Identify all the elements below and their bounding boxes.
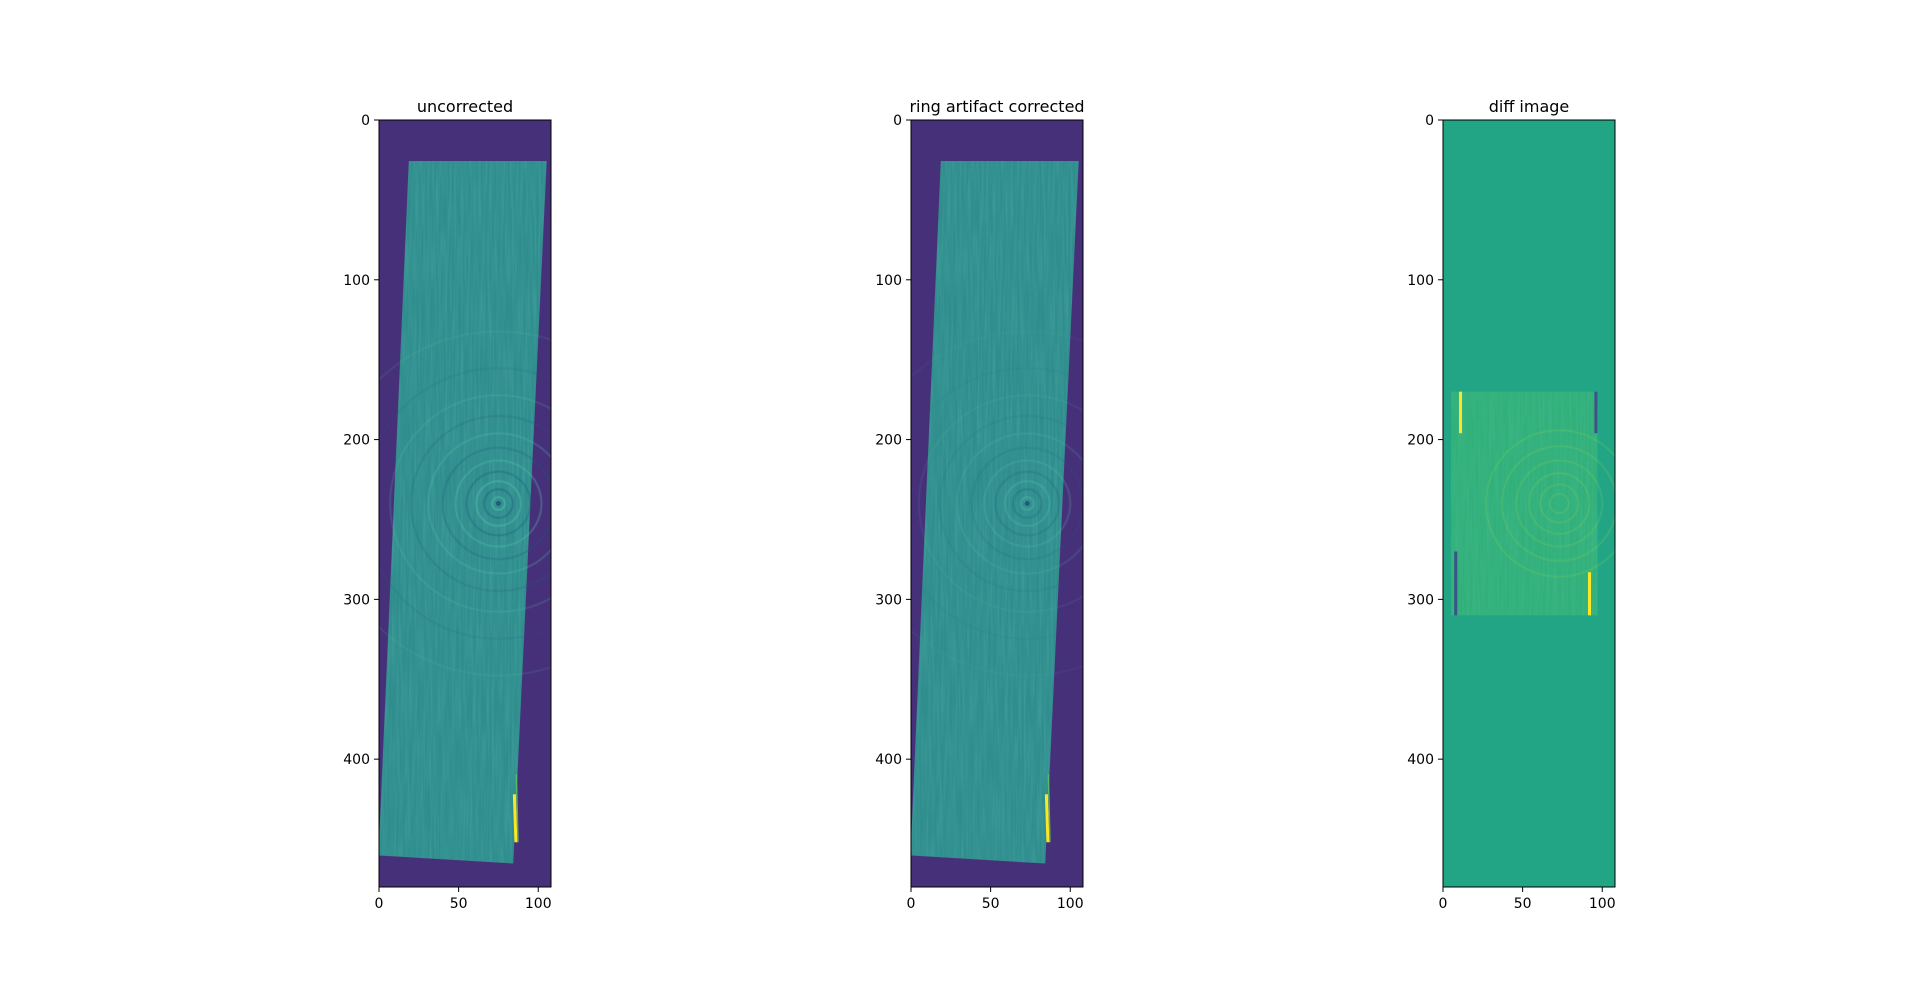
ring — [389, 394, 551, 613]
x-tick-label: 0 — [1439, 896, 1448, 912]
ring-artifacts — [911, 330, 1083, 677]
y-tick-label: 300 — [343, 592, 370, 608]
y-tick-label: 200 — [343, 433, 370, 449]
x-tick-label: 100 — [1589, 896, 1616, 912]
x-axis: 0 50 100 — [907, 887, 1084, 912]
y-axis: 0 100 200 300 400 — [875, 113, 911, 768]
ring — [410, 415, 551, 592]
ring — [1485, 429, 1615, 578]
image-content — [379, 120, 551, 887]
subplot-ring-artifact-corrected: ring artifact corrected 0 100 200 300 400 0 5… — [875, 97, 1084, 912]
y-tick-label: 100 — [875, 273, 902, 289]
y-tick-label: 100 — [1407, 273, 1434, 289]
ring — [491, 496, 506, 511]
y-tick-label: 200 — [1407, 433, 1434, 449]
ring — [1501, 445, 1615, 562]
streak-edge — [515, 774, 519, 843]
axes-frame — [378, 119, 552, 888]
ring — [983, 459, 1072, 548]
x-tick-label: 100 — [525, 896, 552, 912]
x-axis: 0 50 100 — [375, 887, 552, 912]
y-tick-label: 300 — [875, 592, 902, 608]
ring — [918, 394, 1083, 613]
x-tick-label: 0 — [907, 896, 916, 912]
y-tick-label: 400 — [875, 752, 902, 768]
y-tick-label: 400 — [343, 752, 370, 768]
image-area — [1443, 120, 1615, 887]
ring — [454, 459, 543, 548]
ring — [970, 446, 1083, 561]
ring — [994, 470, 1060, 537]
ring — [427, 432, 551, 575]
ring-artifacts — [379, 330, 551, 677]
ring — [475, 480, 522, 527]
y-tick-label: 0 — [893, 113, 902, 129]
ring — [465, 470, 532, 537]
image-content — [1443, 120, 1615, 887]
x-tick-label: 50 — [982, 896, 1000, 912]
x-tick-label: 50 — [1514, 896, 1532, 912]
ring — [911, 367, 1083, 640]
y-axis: 0 100 200 300 400 — [343, 113, 379, 768]
diff-band-texture — [1450, 391, 1598, 616]
ring — [1549, 493, 1570, 514]
ring — [1515, 459, 1603, 548]
axes-frame — [1442, 119, 1616, 888]
axes-frame — [910, 119, 1084, 888]
y-axis: 0 100 200 300 400 — [1407, 113, 1443, 768]
ring — [911, 330, 1083, 677]
diff-rings — [1485, 429, 1615, 578]
x-tick-label: 100 — [1057, 896, 1084, 912]
slab-texture — [911, 161, 1079, 864]
y-tick-label: 200 — [875, 433, 902, 449]
ring-center — [1024, 501, 1030, 506]
y-tick-label: 300 — [1407, 592, 1434, 608]
y-tick-label: 100 — [343, 273, 370, 289]
subplot-diff-image: diff image 0 100 200 300 400 0 50 100 — [1407, 97, 1616, 912]
subplot-title: diff image — [1489, 97, 1570, 116]
ring — [1012, 488, 1043, 519]
x-tick-label: 0 — [375, 896, 384, 912]
subplot-title: uncorrected — [417, 97, 513, 116]
ring — [938, 415, 1083, 592]
x-tick-label: 50 — [450, 896, 468, 912]
y-tick-label: 0 — [361, 113, 370, 129]
ring — [1528, 472, 1591, 535]
bright-streak — [1044, 794, 1050, 843]
y-tick-label: 400 — [1407, 752, 1434, 768]
image-area — [379, 120, 551, 887]
ring — [1020, 496, 1035, 511]
ring — [379, 367, 551, 640]
ring — [379, 330, 551, 677]
subplot-uncorrected: uncorrected 0 100 200 300 400 0 50 100 — [343, 97, 552, 912]
ring — [1004, 480, 1051, 527]
ring — [956, 432, 1083, 575]
image-content — [911, 120, 1083, 887]
x-axis: 0 50 100 — [1439, 887, 1616, 912]
subplot-title: ring artifact corrected — [909, 97, 1084, 116]
bright-streak — [512, 794, 518, 843]
ring — [441, 446, 551, 561]
ring — [1539, 483, 1580, 524]
ring — [483, 488, 514, 519]
image-area — [911, 120, 1083, 887]
y-tick-label: 0 — [1425, 113, 1434, 129]
ring-center — [495, 501, 501, 506]
streak-edge — [1047, 774, 1051, 843]
slab-texture — [379, 161, 547, 864]
